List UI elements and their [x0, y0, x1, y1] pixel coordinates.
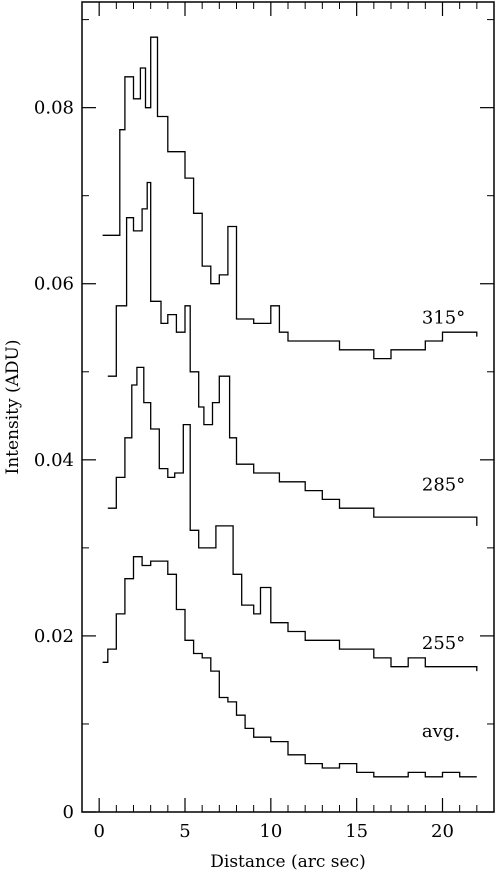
y-axis-title: Intensity (ADU)	[3, 339, 23, 474]
series-label-2: 285°	[422, 475, 465, 496]
series-label-3: 255°	[422, 633, 465, 654]
y-tick-label: 0.08	[34, 98, 74, 119]
series-line-3	[107, 366, 478, 672]
series-label-4: avg.	[422, 721, 460, 742]
series-labels: 315° 285° 255° avg.	[422, 307, 465, 742]
x-tick-label: 20	[431, 821, 454, 842]
x-tick-label: 15	[345, 821, 368, 842]
axis-ticks: 0 5 10 15 20 0 0.02 0.04 0.06 0.08	[34, 2, 495, 842]
y-tick-label: 0.06	[34, 274, 74, 295]
series-line-2	[107, 181, 478, 526]
x-axis-title: Distance (arc sec)	[210, 852, 365, 872]
y-tick-label: 0.04	[34, 450, 74, 471]
x-tick-label: 5	[179, 821, 190, 842]
series-label-1: 315°	[422, 307, 465, 328]
plot-frame	[81, 1, 495, 813]
series-line-4	[102, 556, 477, 778]
series-line-1	[102, 36, 478, 360]
x-tick-label: 0	[93, 821, 104, 842]
x-tick-label: 10	[259, 821, 282, 842]
y-tick-label: 0.02	[34, 626, 74, 647]
series-group	[102, 36, 478, 778]
y-tick-label: 0	[63, 802, 74, 823]
